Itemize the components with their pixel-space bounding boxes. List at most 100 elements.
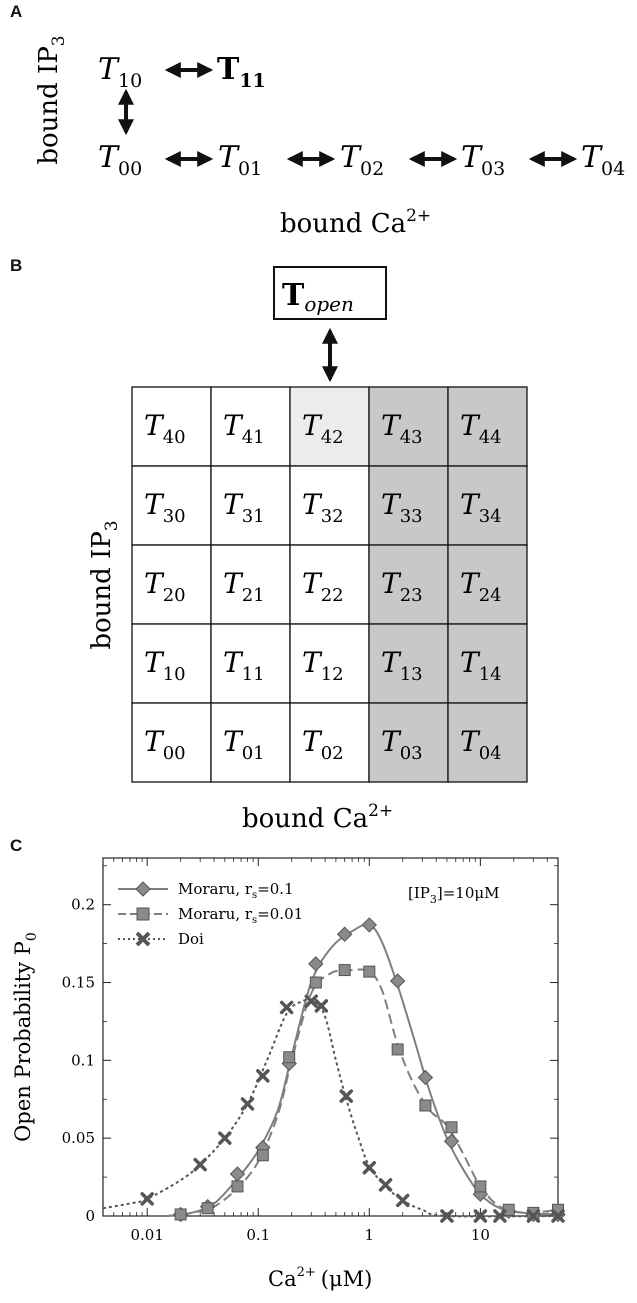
- open-state-label: Topen: [282, 278, 354, 316]
- grid-label-t14: T14: [460, 646, 502, 685]
- panel-b-ylabel: bound IP3: [87, 520, 122, 649]
- point-square: [419, 1099, 432, 1112]
- panel-label-a: A: [10, 2, 23, 21]
- y-tick-label: 0: [85, 1207, 95, 1225]
- grid-label-t10: T10: [144, 646, 186, 685]
- y-tick-label: 0.2: [71, 896, 95, 914]
- grid-cell-t34: [447, 465, 528, 546]
- panel-b-xlabel: bound Ca2+: [242, 801, 393, 834]
- point-x: [378, 1178, 393, 1192]
- point-x: [279, 1000, 294, 1015]
- point-x: [339, 1089, 354, 1103]
- point-x: [240, 1097, 255, 1111]
- panel-a-ylabel: bound IP3: [34, 35, 69, 164]
- grid-cell-t12: [289, 623, 370, 704]
- grid-label-t32: T32: [302, 488, 344, 527]
- grid-label-t21: T21: [223, 567, 265, 606]
- legend: Moraru, rs=0.1 Moraru, rs=0.01 Doi: [118, 880, 303, 948]
- point-x: [256, 1069, 270, 1083]
- panel-label-b: B: [10, 256, 23, 275]
- grid-cell-t01: [210, 702, 291, 783]
- x-tick-label: 0.01: [130, 1226, 163, 1244]
- point-x: [140, 1192, 154, 1206]
- state-t10: T10: [98, 52, 142, 92]
- x-tick-label: 0.1: [246, 1226, 270, 1244]
- grid-label-t01: T01: [223, 725, 265, 764]
- grid-cell-t20: [131, 544, 212, 625]
- grid-label-t33: T33: [381, 488, 423, 527]
- grid-cell-t42: [289, 386, 370, 467]
- grid-label-t23: T23: [381, 567, 423, 606]
- grid-label-t40: T40: [144, 409, 186, 448]
- legend-square-marker: [136, 907, 150, 921]
- grid-cell-t10: [131, 623, 212, 704]
- grid-cell-t03: [368, 702, 449, 783]
- x-tick-label: 10: [471, 1226, 490, 1244]
- state-grid: T40 T41 T42 T43 T44 T30 T31 T32 T33 T34 T20 T21 T22 T…: [131, 386, 528, 783]
- grid-cell-t33: [368, 465, 449, 546]
- legend-x-marker: [135, 931, 151, 947]
- point-square: [231, 1180, 244, 1193]
- point-x: [493, 1209, 507, 1223]
- chart-xlabel: Ca2+ (μM): [268, 1265, 372, 1291]
- point-square: [363, 965, 376, 978]
- grid-label-t43: T43: [381, 409, 423, 448]
- panel-a-diagram: bound IP3 T10 T11 T00 T01 T02 T03 T04 bo…: [34, 35, 625, 239]
- legend-label-moraru-01: Moraru, rs=0.1: [178, 880, 294, 901]
- x-tick-label: 1: [365, 1226, 375, 1244]
- grid-label-t02: T02: [302, 725, 344, 764]
- point-square: [283, 1051, 296, 1064]
- grid-label-t13: T13: [381, 646, 423, 685]
- plot-frame: [102, 857, 559, 1217]
- legend-label-moraru-001: Moraru, rs=0.01: [178, 905, 303, 926]
- point-diamond: [443, 1133, 460, 1149]
- y-tick-label: 0.15: [62, 974, 95, 992]
- point-square: [256, 1149, 269, 1162]
- grid-label-t12: T12: [302, 646, 344, 685]
- grid-label-t31: T31: [223, 488, 265, 527]
- y-tick-label: 0.1: [71, 1051, 95, 1069]
- point-square: [201, 1202, 214, 1215]
- point-square: [391, 1043, 404, 1056]
- grid-cell-t23: [368, 544, 449, 625]
- grid-cell-t22: [289, 544, 370, 625]
- point-x: [395, 1193, 410, 1208]
- grid-label-t44: T44: [460, 409, 502, 448]
- series-line-1: [166, 968, 559, 1217]
- grid-label-t30: T30: [144, 488, 186, 527]
- point-x: [193, 1157, 207, 1172]
- y-tick-label: 0.05: [62, 1129, 95, 1147]
- point-square: [174, 1208, 187, 1221]
- panel-label-c: C: [10, 836, 23, 855]
- legend-diamond-marker: [135, 881, 151, 897]
- state-t02: T02: [340, 140, 384, 180]
- point-square: [502, 1203, 515, 1216]
- state-t03: T03: [461, 140, 505, 180]
- point-x: [304, 994, 318, 1008]
- grid-label-t03: T03: [381, 725, 423, 764]
- point-diamond: [336, 926, 353, 942]
- grid-label-t41: T41: [223, 409, 265, 448]
- series-line-0: [166, 923, 559, 1217]
- panel-a-xlabel: bound Ca2+: [280, 206, 431, 239]
- point-x: [218, 1131, 232, 1145]
- grid-cell-t32: [289, 465, 370, 546]
- state-t11: T11: [217, 52, 266, 92]
- point-x: [551, 1209, 565, 1223]
- point-diamond: [389, 973, 406, 989]
- point-x: [362, 1160, 377, 1175]
- state-t00: T00: [98, 140, 142, 180]
- grid-label-t42: T42: [302, 409, 344, 448]
- point-x: [473, 1209, 488, 1223]
- point-square: [445, 1121, 458, 1134]
- grid-label-t22: T22: [302, 567, 344, 606]
- grid-label-t04: T04: [460, 725, 502, 764]
- grid-label-t11: T11: [223, 646, 265, 685]
- open-probability-chart: 0.01 0.1 1 10 0 0.05 0.1 0.15 0.2 [IP3]=10μM Mor…: [11, 857, 566, 1291]
- grid-label-t24: T24: [460, 567, 502, 606]
- grid-label-t20: T20: [144, 567, 186, 606]
- grid-cell-t44: [447, 386, 528, 467]
- grid-cell-t04: [447, 702, 528, 783]
- point-square: [474, 1180, 487, 1193]
